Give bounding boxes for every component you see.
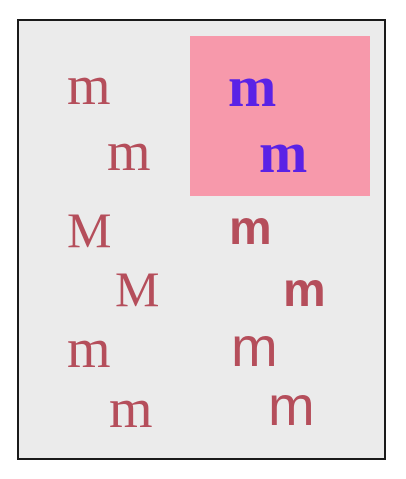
glyph-left-4: M xyxy=(115,261,160,317)
glyph-left-5: m xyxy=(67,318,111,380)
highlight-box xyxy=(190,36,370,196)
glyph-left-3: M xyxy=(67,202,112,258)
glyph-left-6: m xyxy=(109,378,153,440)
glyph-right-6: m xyxy=(268,374,315,437)
glyph-right-5: m xyxy=(231,315,278,378)
glyph-left-2: m xyxy=(107,121,151,183)
glyph-panel: m m M M m m m m m m m m xyxy=(17,19,386,460)
glyph-right-2: m xyxy=(259,120,308,185)
glyph-right-4: m xyxy=(283,264,326,317)
glyph-right-3: m xyxy=(229,202,272,255)
glyph-left-1: m xyxy=(67,55,111,117)
glyph-right-1: m xyxy=(228,54,277,119)
